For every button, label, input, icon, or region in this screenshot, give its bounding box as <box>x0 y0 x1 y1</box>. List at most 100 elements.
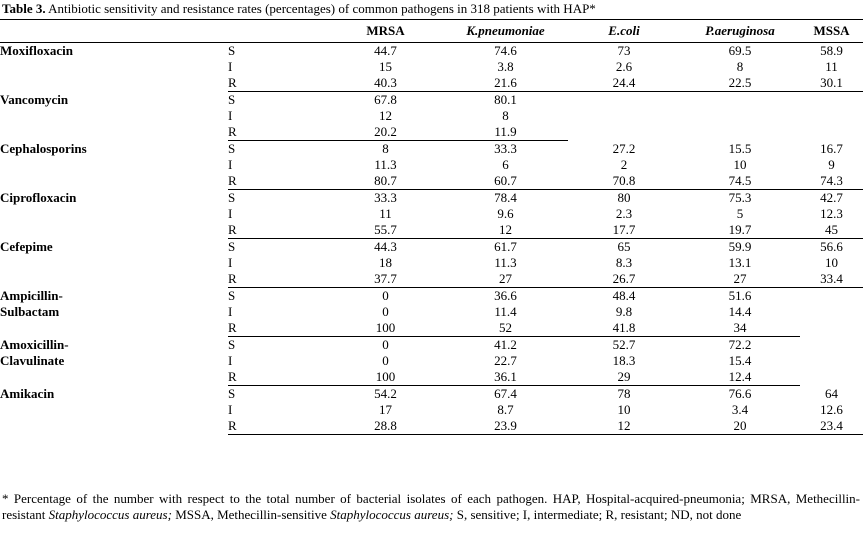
table-cell: 78.4 <box>494 190 517 205</box>
drug-name-line: Amoxicillin- <box>0 336 69 352</box>
table-cell: 56.6 <box>820 239 843 254</box>
drug-name-line: Clavulinate <box>0 352 65 368</box>
table-cell: 41.8 <box>568 320 680 337</box>
table-row: R 37.7 27 26.7 27 33.4 <box>0 271 863 288</box>
table-cell: 64 <box>825 385 838 401</box>
table-cell: 15.5 <box>728 140 752 156</box>
result-code: I <box>228 353 233 368</box>
table-body: Moxifloxacin S 44.7 74.6 73 69.5 58.9 I 15 3.8 2.6… <box>0 43 863 435</box>
table-cell: 15.4 <box>728 353 752 368</box>
result-code: S <box>228 386 236 401</box>
table-row: Cefepime S 44.3 61.7 65 59.9 56.6 <box>0 239 863 256</box>
table-cell: 48.4 <box>612 288 636 303</box>
table-cell: 16.7 <box>820 140 843 156</box>
table-cell: 8.3 <box>615 255 633 270</box>
table-cell: 75.3 <box>728 190 752 205</box>
table-row: R 55.7 12 17.7 19.7 45 <box>0 222 863 239</box>
table-cell: 22.7 <box>494 353 517 368</box>
drug-name: Vancomycin <box>0 92 228 141</box>
result-code: S <box>228 337 236 352</box>
footnote-italic-2: Staphylococcus aureus; <box>330 507 454 522</box>
table-cell: 52.7 <box>612 337 636 352</box>
table-cell: 9 <box>828 157 835 172</box>
table-cell: 36.6 <box>494 288 517 303</box>
table-row: I 11 9.6 2.3 5 12.3 <box>0 206 863 222</box>
table-cell: 72.2 <box>728 337 752 352</box>
table-row: Ampicillin- Sulbactam S 0 36.6 48.4 51.6 <box>0 288 863 319</box>
table-footnote: * Percentage of the number with respect … <box>2 491 860 523</box>
header-e-coli: E.coli <box>568 19 680 43</box>
table-cell: 6 <box>502 157 509 172</box>
footnote-italic-1: Staphylococcus aureus; <box>48 507 172 522</box>
table-cell: 59.9 <box>728 239 752 254</box>
table-cell: 0 <box>382 304 389 319</box>
table-cell: 5 <box>736 206 744 221</box>
table-cell: 11 <box>379 206 392 221</box>
table-cell: 10 <box>617 402 631 417</box>
table-cell: 42.7 <box>820 190 843 205</box>
table-row: I 17 8.7 10 3.4 12.6 <box>0 402 863 418</box>
header-p-aeruginosa: P.aeruginosa <box>680 19 800 43</box>
table-cell: 27.2 <box>612 140 636 156</box>
drug-name: Cephalosporins <box>0 141 228 190</box>
table-cell: 34 <box>680 320 800 337</box>
table-cell: 12 <box>443 222 568 239</box>
table-cell: 67.4 <box>494 386 517 401</box>
table-cell: 9.6 <box>497 206 514 221</box>
table-cell: 17 <box>379 402 392 417</box>
table-cell: 22.5 <box>680 75 800 92</box>
drug-name-line: Sulbactam <box>0 303 60 319</box>
table-cell: 80.1 <box>494 92 517 107</box>
result-code: I <box>228 402 233 417</box>
header-row: MRSA K.pneumoniae E.coli P.aeruginosa MS… <box>0 19 863 43</box>
table-cell: 27 <box>443 271 568 288</box>
result-code: S <box>228 43 236 58</box>
table-cell: 21.6 <box>443 75 568 92</box>
result-code: S <box>228 141 236 156</box>
drug-name-line: Amikacin <box>0 385 55 401</box>
result-code: R <box>228 418 328 435</box>
table-cell: 61.7 <box>494 239 517 254</box>
table-label: Table 3. <box>2 1 46 16</box>
table-cell: 17.7 <box>568 222 680 239</box>
table-row: R 20.2 11.9 <box>0 124 863 141</box>
table-row: Moxifloxacin S 44.7 74.6 73 69.5 58.9 <box>0 43 863 60</box>
table-cell: 28.8 <box>328 418 443 435</box>
table-row: R 80.7 60.7 70.8 74.5 74.3 <box>0 173 863 190</box>
header-code <box>228 19 328 43</box>
result-code: S <box>228 288 236 303</box>
footnote-text-3: S, sensitive; I, intermediate; R, resist… <box>453 507 742 522</box>
table-cell: 33.3 <box>494 141 517 156</box>
table-cell: 20.2 <box>328 124 443 141</box>
table-cell: 33.3 <box>374 190 397 205</box>
table-cell: 11.3 <box>374 157 397 172</box>
table-cell: 10 <box>733 157 747 172</box>
table-cell: 9.8 <box>615 304 633 319</box>
table-cell: 11 <box>825 59 838 74</box>
drug-name: Amoxicillin- Clavulinate <box>0 337 228 386</box>
table-caption: Table 3. Antibiotic sensitivity and resi… <box>2 1 596 17</box>
table-cell: 80 <box>617 190 631 205</box>
result-code: R <box>228 271 328 288</box>
table-cell: 65 <box>617 239 631 254</box>
table-cell: 8.7 <box>497 402 514 417</box>
table-cell: 12 <box>379 108 392 123</box>
table-cell: 33.4 <box>800 271 863 288</box>
table-row: I 0 11.4 9.8 14.4 <box>0 304 863 320</box>
table-row: R 28.8 23.9 12 20 23.4 <box>0 418 863 435</box>
table-cell: 55.7 <box>328 222 443 239</box>
table-cell: 60.7 <box>443 173 568 190</box>
drug-name-line: Cefepime <box>0 238 53 254</box>
table-cell: 18 <box>379 255 392 270</box>
result-code: I <box>228 304 233 319</box>
table-row: I 15 3.8 2.6 8 11 <box>0 59 863 75</box>
drug-name: Cefepime <box>0 239 228 288</box>
table-cell: 8 <box>736 59 744 74</box>
result-code: R <box>228 222 328 239</box>
table-cell: 76.6 <box>728 386 752 401</box>
table-row: Amoxicillin- Clavulinate S 0 41.2 52.7 72.2 <box>0 337 863 368</box>
table-cell: 74.5 <box>680 173 800 190</box>
table-cell: 18.3 <box>612 353 636 368</box>
table-cell: 58.9 <box>820 43 843 58</box>
table-cell: 8 <box>382 141 389 156</box>
